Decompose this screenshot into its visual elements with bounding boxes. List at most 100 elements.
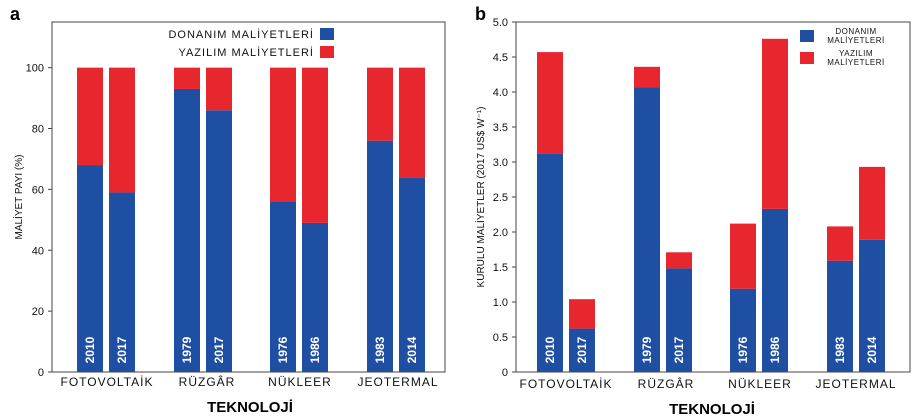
panel-a-legend-swatch-hardware (320, 28, 334, 40)
bar-hardware-1979 (174, 88, 200, 373)
group-label: FOTOVOLTAİK (60, 375, 153, 389)
bar-hardware-1983 (827, 260, 853, 372)
bar-year-label: 2014 (405, 336, 419, 363)
bar-hardware-1976 (270, 201, 296, 372)
bar-year-label: 1976 (276, 336, 290, 363)
panel-b-legend-swatch-software (800, 52, 814, 64)
bar-year-label: 2017 (672, 336, 686, 363)
y-tick-label: 0 (38, 367, 44, 379)
panel-a-legend-label-software: YAZILIM MALİYETLERİ (178, 46, 314, 59)
y-tick-label: 20 (32, 306, 44, 318)
panel-b-legend-label-hardware-1: DONANIM (835, 27, 876, 36)
bar-software-1976 (730, 223, 756, 289)
bar-software-1979 (174, 67, 200, 89)
bar-hardware-1986 (302, 222, 328, 372)
y-tick-label: 80 (32, 124, 44, 136)
y-tick-label: 1.5 (493, 262, 508, 274)
panel-b-legend-label-hardware-2: MALİYETLERİ (827, 36, 885, 45)
bar-hardware-2017 (109, 192, 135, 372)
bar-year-label: 1986 (768, 336, 782, 363)
y-tick-label: 2.0 (493, 227, 508, 239)
panel-a-legend-label-hardware: DONANIM MALİYETLERİ (168, 28, 314, 41)
bar-year-label: 1983 (833, 336, 847, 363)
bar-year-label: 2010 (543, 336, 557, 363)
bar-software-2014 (859, 166, 885, 240)
bar-software-2010 (77, 67, 103, 166)
bar-software-1983 (827, 226, 853, 261)
bar-hardware-1986 (762, 208, 788, 372)
bar-year-label: 1979 (180, 336, 194, 363)
y-tick-label: 5.0 (493, 17, 508, 29)
bar-year-label: 2010 (83, 336, 97, 363)
group-label: NÜKLEER (728, 377, 792, 391)
bar-hardware-1976 (730, 288, 756, 372)
bar-hardware-2010 (77, 165, 103, 372)
group-label: RÜZGÂR (179, 374, 236, 389)
bar-year-label: 2017 (212, 336, 226, 363)
bar-software-1986 (762, 38, 788, 209)
panel-a-bars: 2010 2017 1979 2017 1976 1986 1983 2014 (77, 67, 425, 373)
panel-b-y-axis-label: KURULU MALİYETLER (2017 US$ W⁻¹) (474, 107, 487, 288)
bar-software-2014 (399, 67, 425, 178)
y-tick-label: 3.5 (493, 122, 508, 134)
group-label: FOTOVOLTAİK (519, 377, 612, 391)
y-tick-label: 4.0 (493, 87, 508, 99)
bar-software-1983 (367, 67, 393, 141)
bar-year-label: 2017 (115, 336, 129, 363)
panel-a-legend-swatch-software (320, 46, 334, 58)
group-label: RÜZGÂR (638, 376, 695, 391)
y-tick-label: 2.5 (493, 192, 508, 204)
bar-hardware-2014 (399, 177, 425, 372)
panel-b-legend-label-software-2: MALİYETLERİ (827, 58, 885, 67)
bar-software-2017 (666, 252, 692, 269)
panel-a-letter: a (10, 4, 21, 24)
y-tick-label: 40 (32, 245, 44, 257)
panel-b-legend-label-software-1: YAZILIM (839, 49, 873, 58)
panel-b-y-ticks: 0 0.5 1.0 1.5 2.0 2.5 3.0 3.5 4.0 4.5 5.0 (493, 17, 516, 379)
panel-b-x-axis-title: TEKNOLOJİ (669, 401, 755, 418)
bar-year-label: 2014 (865, 336, 879, 363)
panel-b-group-labels: FOTOVOLTAİK RÜZGÂR NÜKLEER JEOTERMAL (519, 376, 896, 391)
bar-software-2017 (206, 67, 232, 111)
bar-hardware-1983 (367, 140, 393, 372)
panel-a-group-labels: FOTOVOLTAİK RÜZGÂR NÜKLEER JEOTERMAL (60, 374, 438, 389)
bar-year-label: 1976 (736, 336, 750, 363)
group-label: JEOTERMAL (815, 377, 896, 391)
panel-b: b KURULU MALİYETLER (2017 US$ W⁻¹) TEKNO… (474, 4, 911, 418)
panel-a: a MALİYET PAYI (%) TEKNOLOJİ 0 20 40 60 80 10… (10, 4, 446, 416)
bar-hardware-1979 (634, 87, 660, 372)
bar-hardware-2014 (859, 239, 885, 372)
panel-a-x-axis-title: TEKNOLOJİ (207, 399, 293, 416)
bar-software-1976 (270, 67, 296, 202)
bar-software-1986 (302, 67, 328, 223)
bar-hardware-2017 (569, 328, 595, 372)
bar-hardware-2017 (666, 268, 692, 372)
bar-hardware-2017 (206, 110, 232, 373)
bar-software-2017 (109, 67, 135, 193)
y-tick-label: 60 (32, 184, 44, 196)
y-tick-label: 100 (26, 63, 44, 75)
panel-b-letter: b (475, 4, 486, 24)
bar-year-label: 1983 (373, 336, 387, 363)
bar-software-2010 (537, 52, 563, 154)
panel-b-bars: 2010 2017 1979 2017 1976 1986 1983 2014 (537, 38, 885, 372)
panel-b-legend: DONANIM MALİYETLERİ YAZILIM MALİYETLERİ (800, 27, 885, 67)
bar-year-label: 1979 (640, 336, 654, 363)
bar-year-label: 1986 (308, 336, 322, 363)
panel-a-y-axis-label: MALİYET PAYI (%) (12, 154, 25, 239)
panel-a-y-ticks: 0 20 40 60 80 100 (26, 63, 52, 379)
bar-software-2017 (569, 299, 595, 329)
group-label: NÜKLEER (268, 375, 332, 389)
y-tick-label: 4.5 (493, 52, 508, 64)
panel-a-frame (51, 21, 446, 373)
bar-year-label: 2017 (575, 336, 589, 363)
panel-b-legend-swatch-hardware (800, 30, 814, 42)
group-label: JEOTERMAL (357, 375, 438, 389)
y-tick-label: 0 (502, 367, 508, 379)
bar-software-1979 (634, 66, 660, 88)
y-tick-label: 1.0 (493, 297, 508, 309)
bar-hardware-2010 (537, 153, 563, 372)
y-tick-label: 0.5 (493, 332, 508, 344)
panel-a-legend: DONANIM MALİYETLERİ YAZILIM MALİYETLERİ (168, 28, 334, 59)
